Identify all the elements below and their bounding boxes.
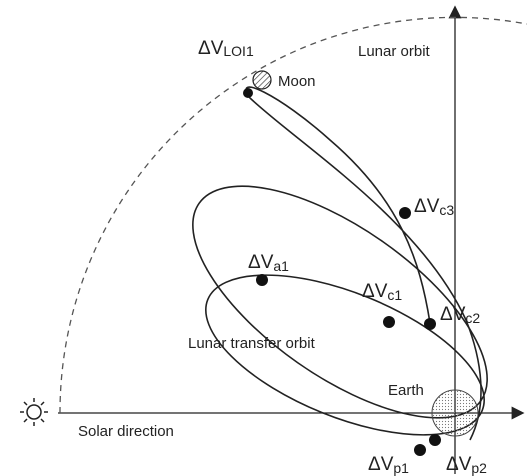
lunar-orbit-label: Lunar orbit <box>358 43 431 60</box>
maneuver-point <box>383 316 395 328</box>
dv-symbol: ΔV <box>368 454 394 475</box>
dv-symbol: ΔV <box>446 454 472 475</box>
dv-subscript: c2 <box>465 310 480 326</box>
dv-subscript: c3 <box>439 202 454 218</box>
transfer-orbit-label: Lunar transfer orbit <box>188 335 316 352</box>
maneuver-point <box>243 88 253 98</box>
maneuver-label: ΔVp2 <box>446 454 487 476</box>
moon-label: Moon <box>278 73 316 90</box>
transfer-trajectory <box>245 86 482 441</box>
earth-label: Earth <box>388 382 424 399</box>
maneuver-point <box>424 318 436 330</box>
maneuver-point <box>429 434 441 446</box>
maneuver-label: ΔVLOI1 <box>198 38 254 59</box>
maneuver-label: ΔVc2 <box>440 304 480 326</box>
dv-subscript: p1 <box>393 460 409 476</box>
maneuver-label: ΔVc1 <box>362 281 402 303</box>
solar-direction-label: Solar direction <box>78 423 174 440</box>
maneuver-label: ΔVp1 <box>368 454 409 476</box>
maneuver-point <box>399 207 411 219</box>
dv-subscript: LOI1 <box>223 43 254 59</box>
dv-subscript: p2 <box>471 460 487 476</box>
dv-subscript: c1 <box>387 287 402 303</box>
phasing-orbit <box>205 274 485 436</box>
moon <box>252 70 272 90</box>
dv-symbol: ΔV <box>362 281 388 302</box>
sun-icon <box>20 398 48 426</box>
maneuver-point <box>256 274 268 286</box>
dv-symbol: ΔV <box>248 252 274 273</box>
earth <box>431 389 479 437</box>
dv-symbol: ΔV <box>414 196 440 217</box>
dv-symbol: ΔV <box>440 304 466 325</box>
maneuver-label: ΔVa1 <box>248 252 289 274</box>
lunar-orbit <box>59 16 527 414</box>
dv-subscript: a1 <box>273 258 289 274</box>
dv-symbol: ΔV <box>198 38 224 59</box>
maneuver-point <box>414 444 426 456</box>
maneuver-label: ΔVc3 <box>414 196 454 218</box>
